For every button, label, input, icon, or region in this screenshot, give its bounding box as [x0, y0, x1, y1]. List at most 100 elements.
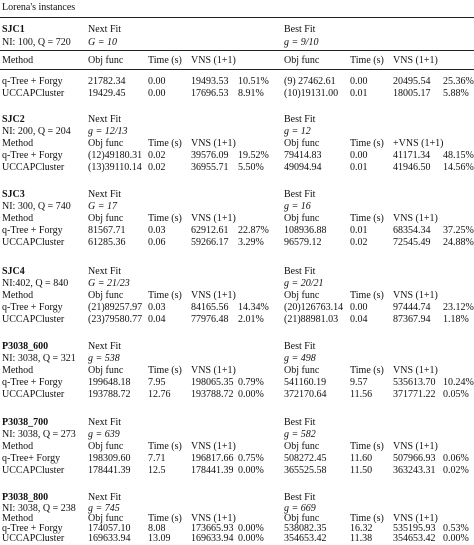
time-header: Time (s): [148, 513, 182, 524]
bf-obj-cell: 538082.35: [284, 523, 327, 534]
bf-gap-cell: 0.05%: [443, 389, 469, 400]
table-row: q-Tree + Forgy 81567.71 0.03 62912.61 22…: [0, 225, 474, 237]
obj-func-header: Obj func: [284, 138, 320, 149]
bf-vns-cell: 507966.93: [393, 453, 436, 464]
bf-vns-cell: 68354.34: [393, 225, 431, 236]
bf-obj-cell: (9) 27462.61: [284, 76, 336, 87]
obj-func-header: Obj func: [284, 365, 320, 376]
obj-func-header: Obj func: [88, 441, 124, 452]
nf-time-cell: 7.95: [148, 377, 166, 388]
nf-vns-cell: 196817.66: [191, 453, 234, 464]
instance-name: SJC2: [2, 114, 25, 125]
best-fit-label: Best Fit: [284, 341, 316, 352]
table-row: UCCAPCluster 178441.39 12.5 178441.39 0.…: [0, 465, 474, 477]
bf-gap-cell: 10.24%: [443, 377, 474, 388]
nf-gap-cell: 14.34%: [238, 302, 269, 313]
nf-obj-cell: 19429.45: [88, 88, 126, 99]
obj-func-header: Obj func: [88, 213, 124, 224]
best-fit-param: g = 9/10: [284, 37, 319, 48]
time-header: Time (s): [350, 441, 384, 452]
best-fit-label: Best Fit: [284, 266, 316, 277]
bf-time-cell: 11.60: [350, 453, 373, 464]
obj-func-header: Obj func: [88, 513, 124, 524]
instance-info: NI: 300, Q = 740: [2, 201, 71, 212]
method-cell: UCCAPCluster: [2, 465, 65, 476]
time-header: Time (s): [148, 55, 182, 66]
vns-header: VNS (1+1): [393, 441, 438, 452]
vns-header: VNS (1+1): [393, 365, 438, 376]
time-header: Time (s): [148, 365, 182, 376]
nf-obj-cell: 199648.18: [88, 377, 131, 388]
bf-time-cell: 11.56: [350, 389, 373, 400]
time-header: Time (s): [350, 365, 384, 376]
nf-time-cell: 0.03: [148, 302, 166, 313]
obj-func-header: Obj func: [88, 290, 124, 301]
nf-gap-cell: 8.91%: [238, 88, 264, 99]
bf-vns-cell: 535195.93: [393, 523, 436, 534]
table-row: UCCAPCluster 193788.72 12.76 193788.72 0…: [0, 389, 474, 401]
next-fit-param: g = 745: [88, 503, 120, 514]
method-cell: q-Tree + Forgy: [2, 225, 63, 236]
header-rule: [0, 69, 474, 70]
bf-vns-cell: 371771.22: [393, 389, 436, 400]
instance-info: NI: 3038, Q = 273: [2, 429, 76, 440]
nf-vns-cell: 169633.94: [191, 533, 234, 544]
vns-header: VNS (1+1): [191, 365, 236, 376]
obj-func-header: Obj func: [284, 441, 320, 452]
nf-vns-cell: 198065.35: [191, 377, 234, 388]
bf-gap-cell: 14.56%: [443, 162, 474, 173]
bf-time-cell: 11.50: [350, 465, 373, 476]
bf-obj-cell: 508272.45: [284, 453, 327, 464]
instance-name: SJC4: [2, 266, 25, 277]
nf-gap-cell: 0.00%: [238, 389, 264, 400]
obj-func-header: Obj func: [88, 365, 124, 376]
time-header: Time (s): [148, 138, 182, 149]
bf-obj-cell: 365525.58: [284, 465, 327, 476]
table-row: q-Tree + Forgy (21)89257.97 0.03 84165.5…: [0, 302, 474, 314]
method-header: Method: [2, 290, 34, 301]
bf-obj-cell: (21)88981.03: [284, 314, 339, 325]
vns-header: VNS (1+1): [191, 290, 236, 301]
nf-vns-cell: 59266.17: [191, 237, 229, 248]
bf-gap-cell: 0.53%: [443, 523, 469, 534]
method-header: Method: [2, 365, 34, 376]
bf-vns-cell: 535613.70: [393, 377, 436, 388]
vns-header: VNS (1+1): [191, 441, 236, 452]
bf-vns-cell: 97444.74: [393, 302, 431, 313]
time-header: Time (s): [350, 138, 384, 149]
method-cell: UCCAPCluster: [2, 314, 65, 325]
bf-time-cell: 0.04: [350, 314, 368, 325]
bf-time-cell: 0.01: [350, 225, 368, 236]
nf-vns-cell: 173665.93: [191, 523, 234, 534]
next-fit-param: G = 17: [88, 201, 117, 212]
bf-obj-cell: 108936.88: [284, 225, 327, 236]
nf-vns-cell: 178441.39: [191, 465, 234, 476]
bf-gap-cell: 0.02%: [443, 465, 469, 476]
next-fit-label: Next Fit: [88, 189, 122, 200]
best-fit-param: g = 582: [284, 429, 316, 440]
vns-header: VNS (1+1): [393, 513, 438, 524]
nf-gap-cell: 5.50%: [238, 162, 264, 173]
nf-obj-cell: (21)89257.97: [88, 302, 143, 313]
vns-header: VNS (1+1): [393, 290, 438, 301]
column-header-row: Method Obj func Time (s) VNS (1+1) Obj f…: [0, 365, 474, 377]
nf-time-cell: 7.71: [148, 453, 166, 464]
best-fit-param: g = 669: [284, 503, 316, 514]
table-caption: Lorena's instances: [2, 2, 76, 13]
best-fit-param: g = 12: [284, 126, 311, 137]
method-cell: q-Tree + Forgy: [2, 150, 63, 161]
bf-vns-cell: 41946.50: [393, 162, 431, 173]
top-rule: [0, 17, 474, 18]
method-cell: q-Tree + Forgy: [2, 302, 63, 313]
best-fit-label: Best Fit: [284, 114, 316, 125]
nf-time-cell: 12.76: [148, 389, 171, 400]
table-row: UCCAPCluster 61285.36 0.06 59266.17 3.29…: [0, 237, 474, 249]
vns-header: VNS (1+1): [191, 513, 236, 524]
table-row: q-Tree + Forgy 174057.10 8.08 173665.93 …: [0, 523, 474, 535]
method-cell: UCCAPCluster: [2, 389, 65, 400]
bf-vns-cell: 87367.94: [393, 314, 431, 325]
table-row: q-Tree+ Forgy 198309.60 7.71 196817.66 0…: [0, 453, 474, 465]
obj-func-header: Obj func: [284, 213, 320, 224]
bf-time-cell: 11.38: [350, 533, 373, 544]
nf-gap-cell: 0.00%: [238, 533, 264, 544]
